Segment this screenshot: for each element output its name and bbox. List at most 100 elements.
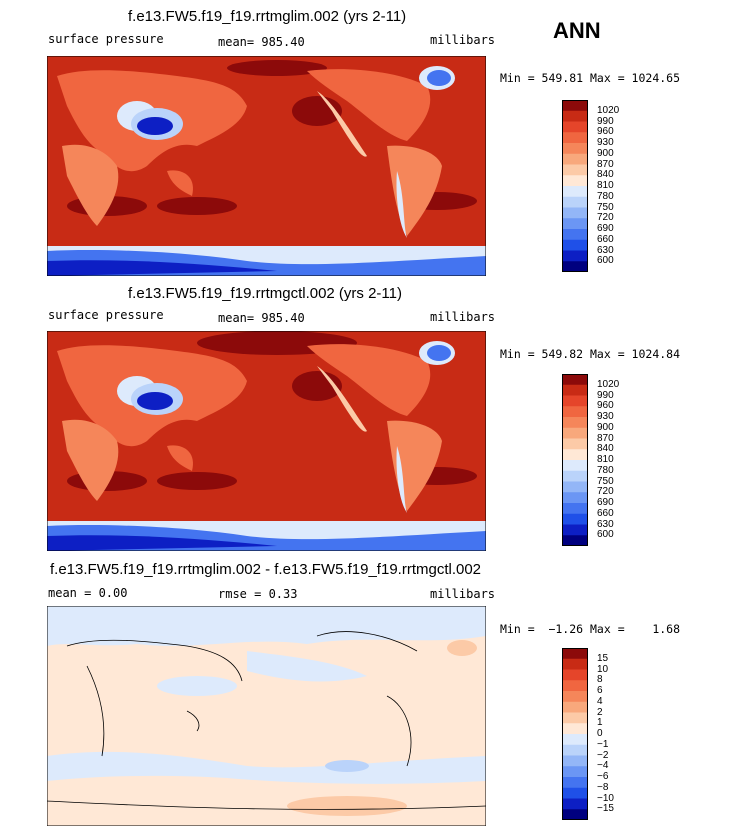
colorbar-tick-label: 840 — [597, 169, 614, 181]
colorbar-box — [562, 449, 588, 461]
colorbar-box — [562, 503, 588, 515]
colorbar-box — [562, 121, 588, 133]
colorbar-tick-label: −10 — [597, 792, 614, 804]
panel1-title: f.e13.FW5.f19_f19.rrtmglim.002 (yrs 2-11… — [128, 8, 407, 25]
colorbar-tick-label: 630 — [597, 518, 614, 530]
colorbar-tick-label: −4 — [597, 760, 609, 772]
season-label: ANN — [553, 18, 601, 43]
colorbar-tick-label: 15 — [597, 652, 609, 664]
colorbar-box — [562, 701, 588, 713]
colorbar-box — [562, 143, 588, 155]
colorbar-box — [562, 261, 588, 272]
colorbar-tick-label: 2 — [597, 706, 603, 718]
colorbar-box — [562, 691, 588, 703]
panel3-minmax: Min = −1.26 Max = 1.68 — [500, 622, 681, 636]
colorbar-box — [562, 755, 588, 767]
colorbar-box — [562, 384, 588, 396]
colorbar-tick-label: 1020 — [597, 378, 620, 390]
colorbar-box — [562, 460, 588, 472]
panel1-colorbar — [562, 100, 588, 272]
colorbar-tick-label: 690 — [597, 497, 614, 508]
colorbar-box — [562, 712, 588, 724]
colorbar-tick-label: 720 — [597, 212, 614, 224]
colorbar-tick-label: 780 — [597, 190, 614, 202]
colorbar-box — [562, 658, 588, 670]
colorbar-tick-label: −6 — [597, 771, 609, 782]
colorbar-tick-label: 6 — [597, 685, 603, 696]
colorbar-tick-label: 960 — [597, 126, 614, 138]
colorbar-box — [562, 153, 588, 165]
colorbar-border — [562, 100, 588, 272]
colorbar-tick-label: 990 — [597, 389, 614, 401]
colorbar-box — [562, 798, 588, 810]
colorbar-box — [562, 417, 588, 429]
colorbar-tick-label: 840 — [597, 443, 614, 455]
colorbar-tick-label: 870 — [597, 432, 614, 444]
panel2-title: f.e13.FW5.f19_f19.rrtmgctl.002 (yrs 2-11… — [128, 285, 402, 302]
colorbar-box — [562, 513, 588, 525]
colorbar-box — [562, 669, 588, 681]
panel2-units-label: millibars — [430, 310, 496, 324]
panel3-rmse-label: rmse = 0.33 — [218, 587, 298, 601]
colorbar-box — [562, 680, 588, 692]
panel3-units-label: millibars — [430, 587, 496, 601]
colorbar-box — [562, 744, 588, 756]
panel1-variable-label: surface pressure — [48, 32, 164, 46]
panel2-variable-label: surface pressure — [48, 308, 164, 322]
colorbar-tick-label: 870 — [597, 158, 614, 170]
panel1-colorbar-svg — [562, 100, 588, 272]
panel2-colorbar-svg — [562, 374, 588, 546]
panel3-colorbar-svg — [562, 648, 588, 820]
colorbar-box — [562, 481, 588, 493]
colorbar-box — [562, 470, 588, 482]
colorbar-tick-label: −15 — [597, 803, 614, 815]
colorbar-box — [562, 524, 588, 536]
colorbar-tick-label: 930 — [597, 137, 614, 148]
colorbar-tick-label: 750 — [597, 201, 614, 213]
panel2-map-svg — [47, 331, 486, 551]
colorbar-tick-label: 10 — [597, 663, 609, 675]
colorbar-box — [562, 239, 588, 251]
panel1-colorbar-labels: 1020 990 960 930 900 870 840 810 780 750 720 690 660… — [597, 100, 637, 272]
colorbar-tick-label: 990 — [597, 115, 614, 127]
panel2-map — [47, 331, 486, 551]
colorbar-tick-label: 780 — [597, 464, 614, 476]
panel1-mean-label: mean= 985.40 — [218, 35, 305, 49]
panel1-map-svg — [47, 56, 486, 276]
colorbar-border — [562, 374, 588, 546]
colorbar-box — [562, 207, 588, 219]
colorbar-tick-label: 600 — [597, 255, 614, 267]
colorbar-tick-label: −8 — [597, 781, 609, 793]
colorbar-tick-label: 810 — [597, 180, 614, 191]
colorbar-box — [562, 110, 588, 122]
colorbar-tick-label: 660 — [597, 507, 614, 519]
colorbar-box — [562, 175, 588, 187]
colorbar-tick-label: 720 — [597, 486, 614, 498]
colorbar-tick-label: 4 — [597, 695, 603, 707]
colorbar-box — [562, 374, 588, 386]
panel3-mean-label: mean = 0.00 — [48, 586, 128, 600]
colorbar-tick-label: 690 — [597, 223, 614, 234]
colorbar-box — [562, 723, 588, 735]
colorbar-tick-label: 630 — [597, 244, 614, 256]
colorbar-tick-label: −2 — [597, 749, 609, 761]
colorbar-tick-label: 900 — [597, 147, 614, 159]
colorbar-box — [562, 648, 588, 660]
colorbar-box — [562, 809, 588, 820]
colorbar-box — [562, 492, 588, 504]
colorbar-box — [562, 787, 588, 799]
panel1-minmax: Min = 549.81 Max = 1024.65 — [500, 71, 681, 85]
panel1-map — [47, 56, 486, 276]
colorbar-box — [562, 438, 588, 450]
colorbar-tick-label: 660 — [597, 233, 614, 245]
colorbar-tick-label: 750 — [597, 475, 614, 487]
colorbar-tick-label: 810 — [597, 454, 614, 465]
panel3-map — [47, 606, 486, 826]
colorbar-box — [562, 406, 588, 418]
colorbar-box — [562, 229, 588, 241]
panel3-colorbar — [562, 648, 588, 820]
panel2-mean-label: mean= 985.40 — [218, 311, 305, 325]
colorbar-tick-label: −1 — [597, 738, 609, 750]
panel2-minmax: Min = 549.82 Max = 1024.84 — [500, 347, 681, 361]
colorbar-box — [562, 196, 588, 208]
